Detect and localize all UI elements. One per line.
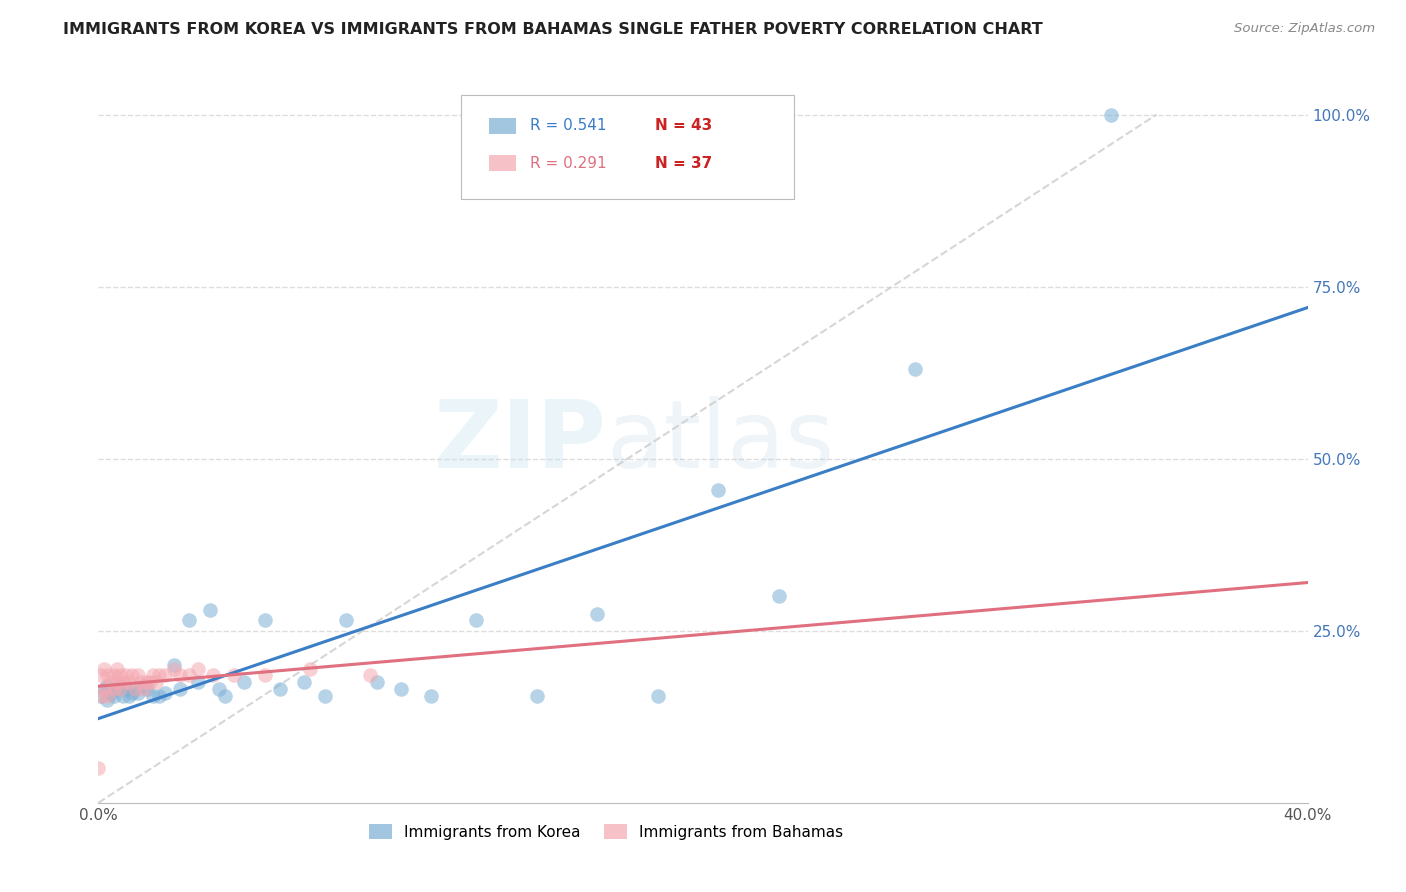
Text: N = 43: N = 43 — [655, 119, 711, 133]
Point — [103, 682, 125, 697]
Point — [135, 675, 157, 690]
Point — [127, 686, 149, 700]
Point — [114, 668, 136, 682]
Point — [103, 668, 125, 682]
Point — [299, 662, 322, 676]
Point — [142, 668, 165, 682]
Point — [90, 689, 112, 703]
Point — [108, 682, 131, 697]
Point — [647, 689, 669, 703]
Point — [93, 682, 115, 697]
Point — [108, 668, 131, 682]
Point — [135, 682, 157, 697]
Point — [187, 662, 209, 676]
Point — [169, 682, 191, 697]
Point — [224, 668, 246, 682]
Point — [111, 675, 134, 690]
Point — [179, 668, 201, 682]
Point — [96, 689, 118, 703]
Point — [200, 603, 222, 617]
Point — [389, 682, 412, 697]
Point — [148, 689, 170, 703]
Text: R = 0.291: R = 0.291 — [530, 156, 607, 171]
Point — [87, 761, 110, 775]
Point — [1099, 108, 1122, 122]
Text: IMMIGRANTS FROM KOREA VS IMMIGRANTS FROM BAHAMAS SINGLE FATHER POVERTY CORRELATI: IMMIGRANTS FROM KOREA VS IMMIGRANTS FROM… — [63, 22, 1043, 37]
Text: R = 0.541: R = 0.541 — [530, 119, 606, 133]
Point — [214, 689, 236, 703]
Point — [118, 689, 141, 703]
Point — [526, 689, 548, 703]
Point — [93, 682, 115, 697]
Point — [153, 686, 176, 700]
Point — [118, 675, 141, 690]
Point — [314, 689, 336, 703]
Point — [129, 675, 152, 690]
Point — [90, 668, 112, 682]
Point — [163, 662, 186, 676]
Point — [121, 668, 143, 682]
Point — [202, 668, 225, 682]
Point — [465, 614, 488, 628]
Text: ZIP: ZIP — [433, 395, 606, 488]
Text: atlas: atlas — [606, 395, 835, 488]
Point — [169, 668, 191, 682]
Point — [111, 689, 134, 703]
Point — [232, 675, 254, 690]
Text: N = 37: N = 37 — [655, 156, 711, 171]
Point — [105, 662, 128, 676]
Point — [139, 675, 162, 690]
Point — [103, 689, 125, 703]
Point — [96, 679, 118, 693]
Point — [253, 668, 276, 682]
Point — [96, 668, 118, 682]
Point — [96, 692, 118, 706]
Point — [127, 668, 149, 682]
Point — [100, 675, 122, 690]
Point — [90, 689, 112, 703]
FancyBboxPatch shape — [461, 95, 793, 200]
Text: Source: ZipAtlas.com: Source: ZipAtlas.com — [1234, 22, 1375, 36]
Point — [904, 362, 927, 376]
Point — [124, 682, 146, 697]
Point — [208, 682, 231, 697]
Point — [153, 668, 176, 682]
Point — [768, 590, 790, 604]
Point — [93, 662, 115, 676]
Point — [187, 675, 209, 690]
Point — [253, 614, 276, 628]
Point — [132, 679, 155, 693]
Point — [121, 686, 143, 700]
Point — [145, 675, 167, 690]
FancyBboxPatch shape — [489, 155, 516, 171]
Point — [124, 682, 146, 697]
Point — [335, 614, 357, 628]
Point — [100, 686, 122, 700]
Legend: Immigrants from Korea, Immigrants from Bahamas: Immigrants from Korea, Immigrants from B… — [363, 818, 849, 846]
Point — [114, 682, 136, 697]
Point — [269, 682, 291, 697]
Point — [108, 679, 131, 693]
FancyBboxPatch shape — [489, 118, 516, 134]
Point — [360, 668, 382, 682]
Point — [132, 682, 155, 697]
Point — [366, 675, 388, 690]
Point — [707, 483, 730, 497]
Point — [148, 668, 170, 682]
Point — [179, 614, 201, 628]
Point — [105, 682, 128, 697]
Point — [163, 658, 186, 673]
Point — [586, 607, 609, 621]
Point — [420, 689, 443, 703]
Point — [142, 689, 165, 703]
Point — [292, 675, 315, 690]
Point — [105, 675, 128, 690]
